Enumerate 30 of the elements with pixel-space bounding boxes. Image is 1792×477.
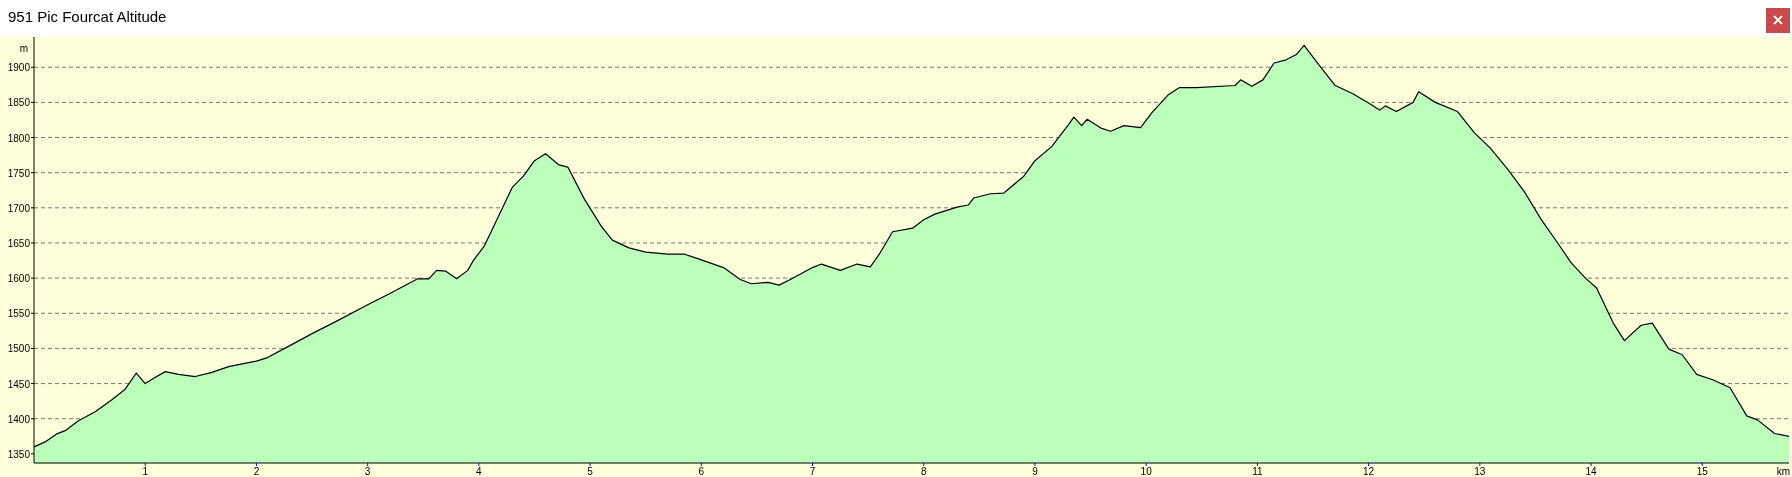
y-axis-title: m	[19, 43, 28, 54]
x-tick-label: 8	[920, 466, 927, 477]
y-tick-label: 1500	[7, 343, 31, 355]
y-tick-label: 1900	[7, 62, 31, 74]
y-tick-label: 1650	[7, 237, 31, 249]
x-tick-label: 14	[1585, 466, 1598, 477]
x-axis-title: km	[1776, 466, 1790, 477]
y-tick-label: 1850	[7, 97, 31, 109]
y-tick-label: 1750	[7, 167, 31, 179]
x-tick-label: 4	[476, 466, 483, 477]
x-tick-label: 3	[364, 466, 371, 477]
y-tick-label: 1700	[7, 202, 31, 214]
y-tick-label: 1400	[7, 413, 31, 425]
y-tick-label: 1350	[7, 448, 31, 460]
x-tick-label: 5	[587, 466, 594, 477]
x-tick-label: 9	[1032, 466, 1039, 477]
chart-title: 951 Pic Fourcat Altitude	[8, 8, 167, 25]
y-tick-label: 1600	[7, 273, 31, 285]
y-tick-label: 1800	[7, 132, 31, 144]
x-tick-label: 7	[809, 466, 816, 477]
x-tick-label: 13	[1474, 466, 1486, 477]
x-tick-label: 15	[1696, 466, 1709, 477]
x-tick-label: 1	[142, 466, 149, 477]
x-tick-label: 2	[253, 466, 260, 477]
x-tick-label: 11	[1252, 466, 1264, 477]
x-tick-label: 6	[698, 466, 705, 477]
y-tick-label: 1450	[7, 378, 31, 390]
y-tick-label: 1550	[7, 308, 31, 320]
x-tick-label: 10	[1140, 466, 1153, 477]
x-tick-label: 12	[1363, 466, 1375, 477]
